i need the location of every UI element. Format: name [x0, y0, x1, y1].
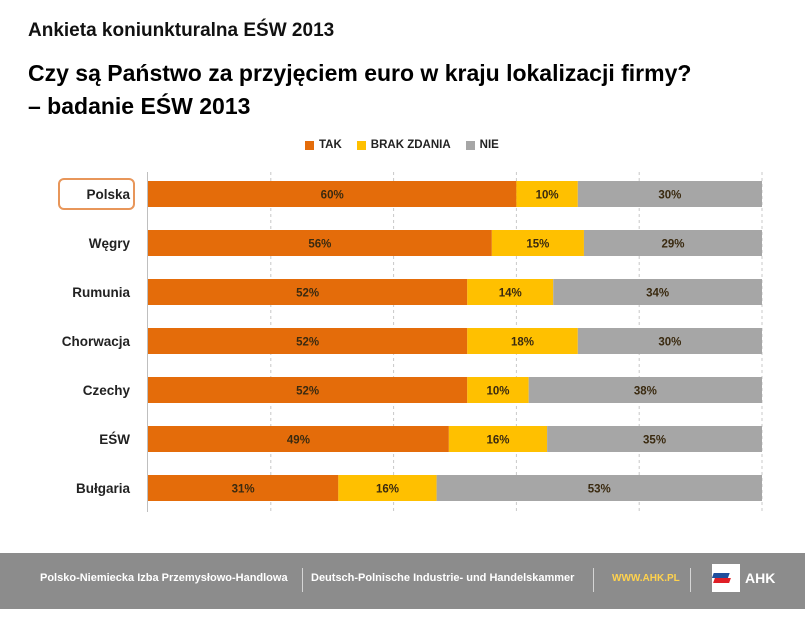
- data-label: 52%: [296, 337, 319, 349]
- bar-segment: [148, 230, 492, 256]
- category-label: Polska: [86, 187, 130, 202]
- legend-label-brak-zdania: BRAK ZDANIA: [370, 139, 451, 151]
- data-label: 10%: [536, 190, 559, 202]
- bar-segment: [516, 181, 578, 207]
- bar-segment: [148, 377, 468, 403]
- category-label: Bułgaria: [76, 481, 131, 496]
- data-label: 49%: [287, 435, 310, 447]
- data-label: 60%: [321, 190, 344, 202]
- bar-segment: [448, 426, 548, 452]
- bar-segment: [148, 279, 468, 305]
- data-label: 56%: [308, 239, 331, 251]
- category-label: Rumunia: [72, 285, 130, 300]
- highlight-frame: [58, 178, 135, 210]
- footer-url-link[interactable]: WWW.AHK.PL: [612, 573, 680, 584]
- title-line-1: Czy są Państwo za przyjęciem euro w kraj…: [28, 60, 692, 86]
- bar-segment: [338, 475, 437, 501]
- category-label: Czechy: [83, 383, 131, 398]
- bar-segment: [577, 181, 762, 207]
- bar-segment: [148, 426, 449, 452]
- data-label: 30%: [658, 337, 681, 349]
- data-label: 10%: [486, 386, 509, 398]
- data-label: 18%: [511, 337, 534, 349]
- footer-divider: [302, 568, 303, 592]
- title-line-2: – badanie EŚW 2013: [28, 93, 251, 119]
- bar-segment: [583, 230, 762, 256]
- bar-segment: [436, 475, 762, 501]
- data-label: 52%: [296, 386, 319, 398]
- category-label: Chorwacja: [62, 334, 131, 349]
- legend-label-tak: TAK: [319, 139, 342, 151]
- bar-segment: [467, 377, 529, 403]
- bar-segment: [148, 475, 339, 501]
- category-label: EŚW: [99, 432, 130, 447]
- data-label: 38%: [634, 386, 657, 398]
- data-label: 14%: [499, 288, 522, 300]
- bar-segment: [467, 328, 578, 354]
- footer-divider: [690, 568, 691, 592]
- data-label: 16%: [486, 435, 509, 447]
- data-label: 53%: [588, 484, 611, 496]
- data-label: 31%: [232, 484, 255, 496]
- category-label: Węgry: [89, 236, 131, 251]
- footer-divider: [593, 568, 594, 592]
- bar-segment: [577, 328, 762, 354]
- legend-swatch-tak: [305, 140, 314, 150]
- bar-segment: [148, 328, 468, 354]
- bar-segment: [148, 181, 517, 207]
- legend-swatch-nie: [465, 140, 475, 150]
- legend-item-nie: NIE: [465, 139, 499, 151]
- ahk-logo-icon: [711, 564, 740, 592]
- data-label: 29%: [661, 239, 684, 251]
- data-label: 35%: [643, 435, 666, 447]
- data-label: 16%: [376, 484, 399, 496]
- bar-segment: [491, 230, 584, 256]
- bar-segment: [467, 279, 554, 305]
- bar-segment: [547, 426, 762, 452]
- legend-item-brak-zdania: BRAK ZDANIA: [356, 139, 451, 151]
- legend-label-nie: NIE: [479, 139, 499, 151]
- footer-bar: Polsko-Niemiecka Izba Przemysłowo-Handlo…: [0, 553, 805, 609]
- legend-swatch-brak-zdania: [356, 140, 366, 150]
- footer-org-de: Deutsch-Polnische Industrie- und Handels…: [311, 572, 575, 584]
- data-label: 34%: [646, 288, 669, 300]
- chart-legend: TAK BRAK ZDANIA NIE: [305, 136, 514, 154]
- bar-segment: [528, 377, 762, 403]
- ahk-logo-text: AHK: [745, 570, 776, 586]
- legend-item-tak: TAK: [305, 139, 342, 151]
- data-label: 52%: [296, 288, 319, 300]
- stacked-bar-chart: Polska 60% 10% 30% Węgry 56% 15% 29% Rumunia 52% 1…: [58, 172, 763, 512]
- footer-org-pl: Polsko-Niemiecka Izba Przemysłowo-Handlo…: [40, 572, 288, 584]
- data-label: 30%: [658, 190, 681, 202]
- data-label: 15%: [526, 239, 549, 251]
- bar-segment: [553, 279, 762, 305]
- page-title: Czy są Państwo za przyjęciem euro w kraj…: [28, 57, 788, 123]
- survey-title: Ankieta koniunkturalna EŚW 2013: [28, 20, 335, 41]
- bottom-strip: [0, 609, 805, 626]
